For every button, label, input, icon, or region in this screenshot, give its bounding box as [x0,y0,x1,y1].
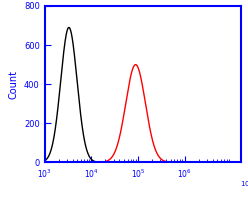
Y-axis label: Count: Count [8,70,18,99]
Text: $10^{7.2}$: $10^{7.2}$ [240,179,248,190]
